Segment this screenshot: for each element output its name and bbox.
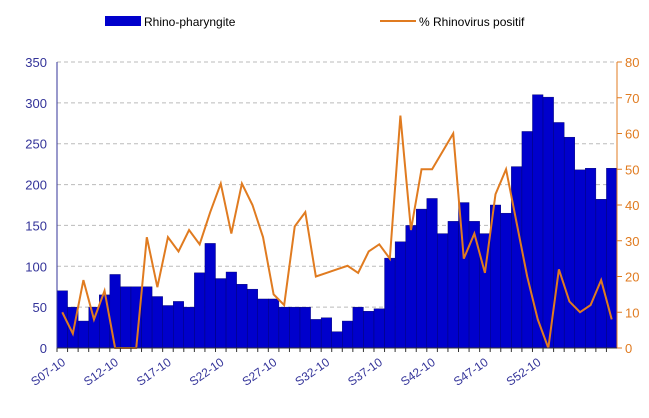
y-tick-label: 350	[25, 55, 47, 70]
bar	[278, 306, 290, 349]
bar	[236, 284, 248, 349]
y-tick-label: 200	[25, 178, 47, 193]
y2-tick-label: 50	[625, 162, 639, 177]
x-tick-label: S32-10	[292, 355, 332, 389]
x-tick-label: S27-10	[240, 355, 280, 389]
bar	[77, 320, 89, 349]
legend-label: % Rhinovirus positif	[419, 15, 525, 29]
x-tick-label: S52-10	[504, 355, 544, 389]
bar	[595, 199, 607, 349]
y2-tick-label: 30	[625, 234, 639, 249]
bar	[500, 212, 512, 349]
legend-swatch	[105, 16, 141, 26]
bar	[384, 257, 396, 349]
bar	[320, 317, 332, 349]
x-tick-label: S47-10	[451, 355, 491, 389]
bar	[553, 122, 565, 349]
bar	[511, 166, 523, 349]
bar	[289, 306, 301, 349]
y-tick-label: 150	[25, 218, 47, 233]
bar	[363, 311, 375, 349]
bar	[405, 225, 417, 349]
bar	[447, 221, 459, 349]
bar	[532, 94, 544, 349]
bar	[162, 305, 174, 349]
y2-tick-label: 80	[625, 55, 639, 70]
bar	[151, 296, 163, 349]
bar	[109, 274, 121, 349]
y2-tick-label: 0	[625, 341, 632, 356]
y2-tick-label: 10	[625, 305, 639, 320]
bar	[563, 136, 575, 349]
bar	[225, 271, 237, 349]
bar	[331, 331, 343, 349]
bar	[299, 306, 311, 349]
bar	[310, 319, 322, 349]
bar	[183, 306, 195, 349]
bar	[173, 301, 184, 349]
bar	[585, 168, 597, 349]
bar	[437, 233, 449, 349]
bar	[342, 320, 354, 349]
bar	[394, 241, 406, 349]
bar	[416, 208, 428, 349]
bar	[141, 286, 153, 349]
y2-tick-label: 20	[625, 270, 639, 285]
x-tick-label: S37-10	[345, 355, 385, 389]
bar	[204, 243, 216, 349]
x-tick-label: S22-10	[187, 355, 227, 389]
y-tick-label: 100	[25, 259, 47, 274]
bar	[194, 272, 206, 349]
bar	[268, 298, 280, 349]
bar	[373, 308, 385, 349]
bar	[542, 96, 554, 349]
bar	[606, 168, 618, 349]
bar	[246, 288, 258, 349]
legend-label: Rhino-pharyngite	[144, 15, 236, 29]
bar	[426, 198, 438, 349]
y-tick-label: 300	[25, 96, 47, 111]
y2-tick-label: 60	[625, 127, 639, 142]
bar	[120, 286, 132, 349]
bar	[521, 131, 533, 349]
bar	[257, 298, 269, 349]
y-tick-label: 50	[33, 300, 47, 315]
y-tick-label: 250	[25, 137, 47, 152]
bar	[88, 306, 100, 349]
x-tick-label: S07-10	[28, 355, 68, 389]
line	[61, 115, 613, 349]
x-tick-label: S12-10	[81, 355, 121, 389]
bar	[352, 306, 364, 349]
bar	[215, 278, 227, 349]
y2-tick-label: 40	[625, 198, 639, 213]
y2-tick-label: 70	[625, 91, 639, 106]
bar	[574, 169, 586, 349]
y-tick-label: 0	[40, 341, 47, 356]
x-tick-label: S17-10	[134, 355, 174, 389]
x-tick-label: S42-10	[398, 355, 438, 389]
